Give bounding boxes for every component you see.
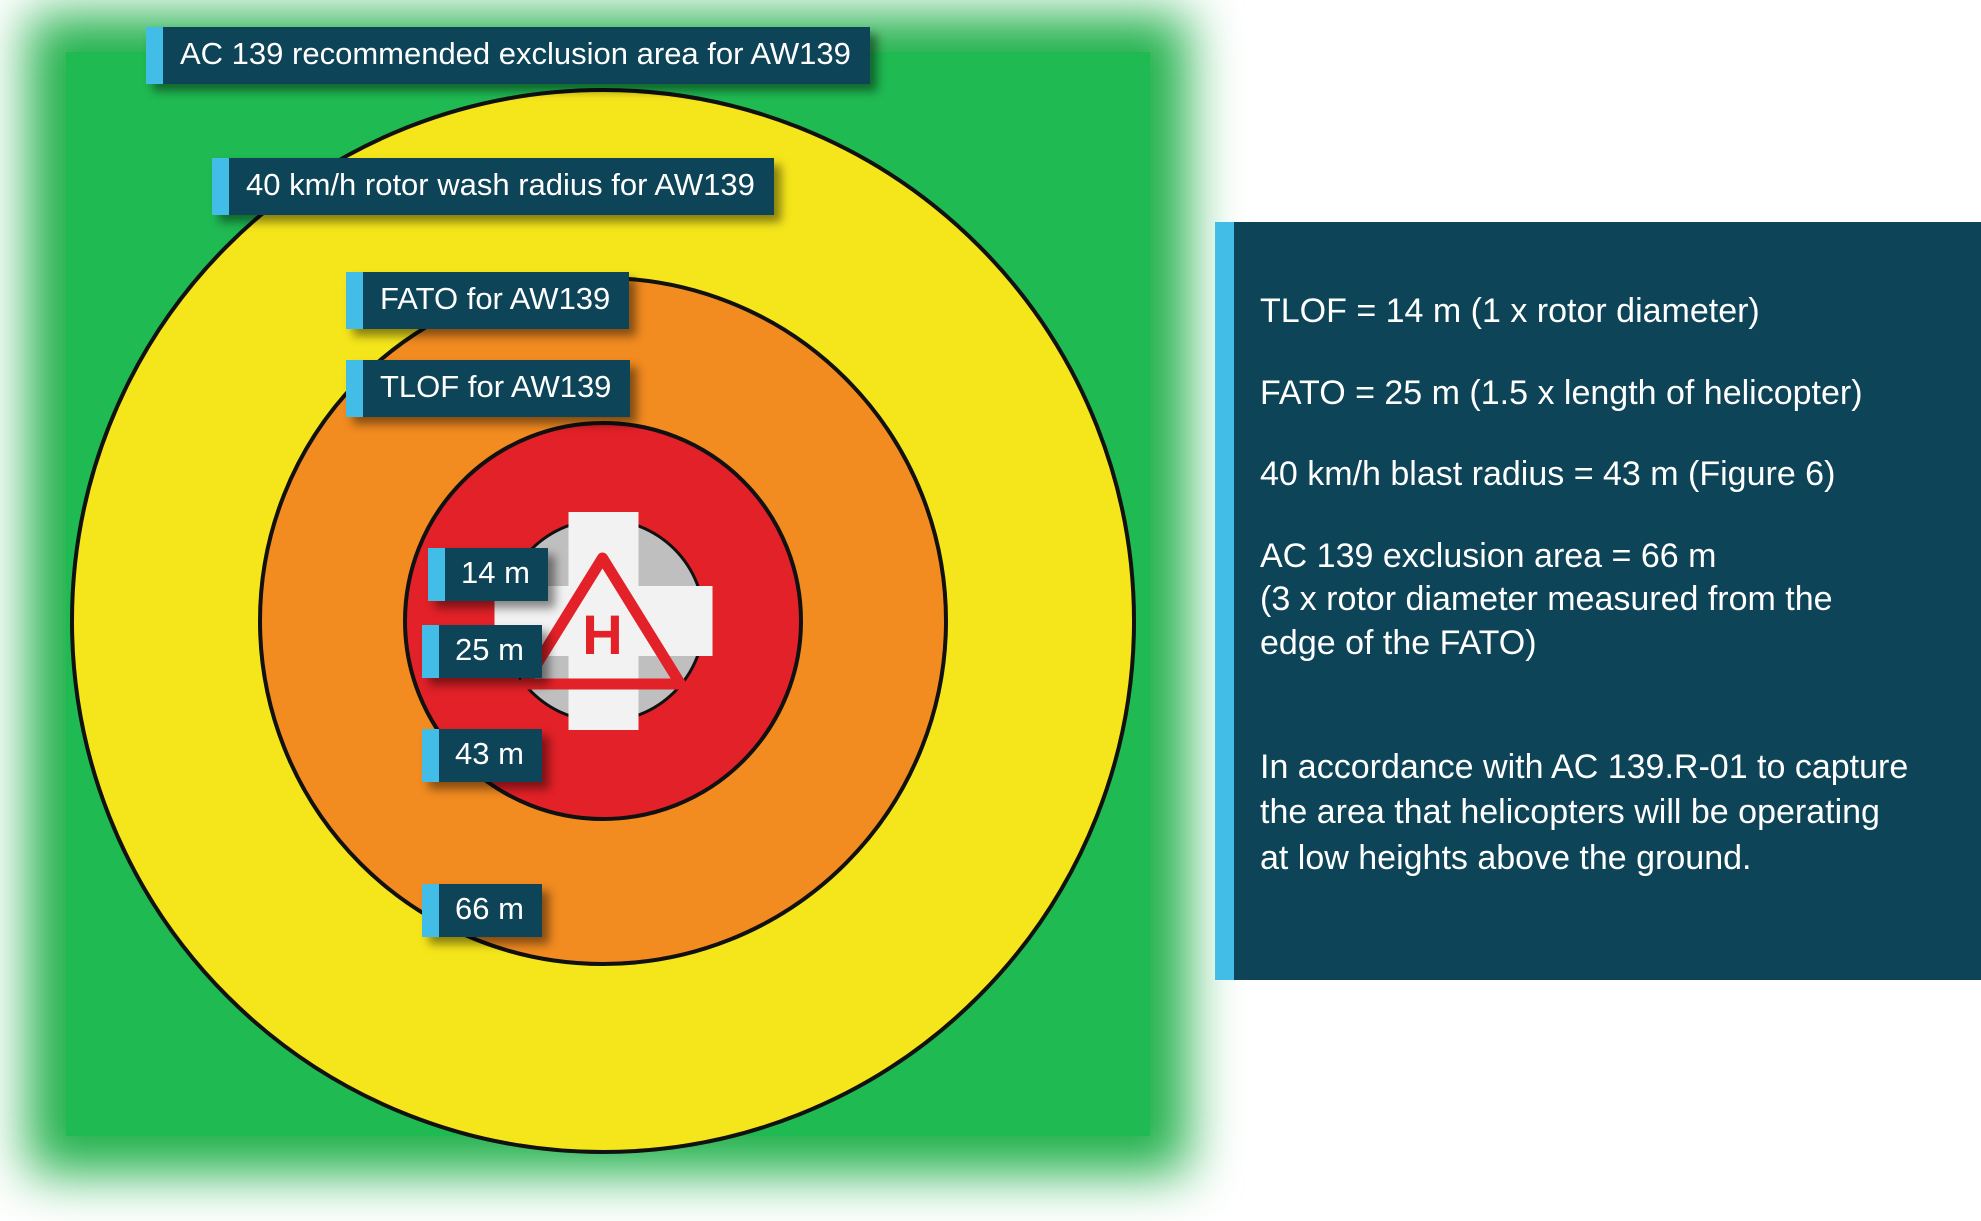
callout-exclusion-area[interactable]: AC 139 recommended exclusion area for AW… <box>146 27 870 84</box>
panel-line-blast-radius: 40 km/h blast radius = 43 m (Figure 6) <box>1260 455 1836 494</box>
rotor-wash-zone-circle <box>69 88 1136 1154</box>
measurement-label-exclusion[interactable]: 66 m <box>422 884 542 937</box>
callout-label: TLOF for AW139 <box>363 360 631 417</box>
callout-fato[interactable]: FATO for AW139 <box>346 272 630 329</box>
warning-triangle-icon <box>519 552 686 689</box>
callout-rotor-wash-radius[interactable]: 40 km/h rotor wash radius for AW139 <box>212 158 774 215</box>
accent-bar <box>422 729 439 782</box>
panel-line-fato: FATO = 25 m (1.5 x length of helicopter) <box>1260 373 1863 412</box>
callout-label: 40 km/h rotor wash radius for AW139 <box>229 158 774 215</box>
measurement-value: 66 m <box>439 884 542 937</box>
measurement-label-fato[interactable]: 25 m <box>422 625 542 678</box>
measurement-value: 14 m <box>445 548 548 601</box>
callout-label: AC 139 recommended exclusion area for AW… <box>163 27 870 84</box>
measurement-label-rotor-wash[interactable]: 43 m <box>422 729 542 782</box>
measurement-label-tlof[interactable]: 14 m <box>428 548 548 601</box>
accent-bar <box>146 27 163 84</box>
callout-tlof[interactable]: TLOF for AW139 <box>346 360 631 417</box>
accent-bar <box>422 884 439 937</box>
panel-line-exclusion-area: AC 139 exclusion area = 66 m (3 x rotor … <box>1260 536 1833 662</box>
info-panel: TLOF = 14 m (1 x rotor diameter) FATO = … <box>1215 222 1981 980</box>
panel-spacer <box>1260 703 1959 745</box>
accent-bar <box>428 548 445 601</box>
panel-accent-bar <box>1215 222 1234 980</box>
measurement-value: 25 m <box>439 625 542 678</box>
accent-bar <box>422 625 439 678</box>
panel-note: In accordance with AC 139.R-01 to captur… <box>1260 748 1909 877</box>
accent-bar <box>346 360 363 417</box>
zones-diagram: H AC 139 recommended exclusion area for … <box>28 14 1188 1174</box>
measurement-value: 43 m <box>439 729 542 782</box>
panel-body: TLOF = 14 m (1 x rotor diameter) FATO = … <box>1234 222 1981 980</box>
accent-bar <box>346 272 363 329</box>
panel-line-tlof: TLOF = 14 m (1 x rotor diameter) <box>1260 292 1760 330</box>
helipad-marking: H <box>494 512 712 730</box>
callout-label: FATO for AW139 <box>363 272 630 329</box>
accent-bar <box>212 158 229 215</box>
helipad-letter-h: H <box>582 602 623 666</box>
